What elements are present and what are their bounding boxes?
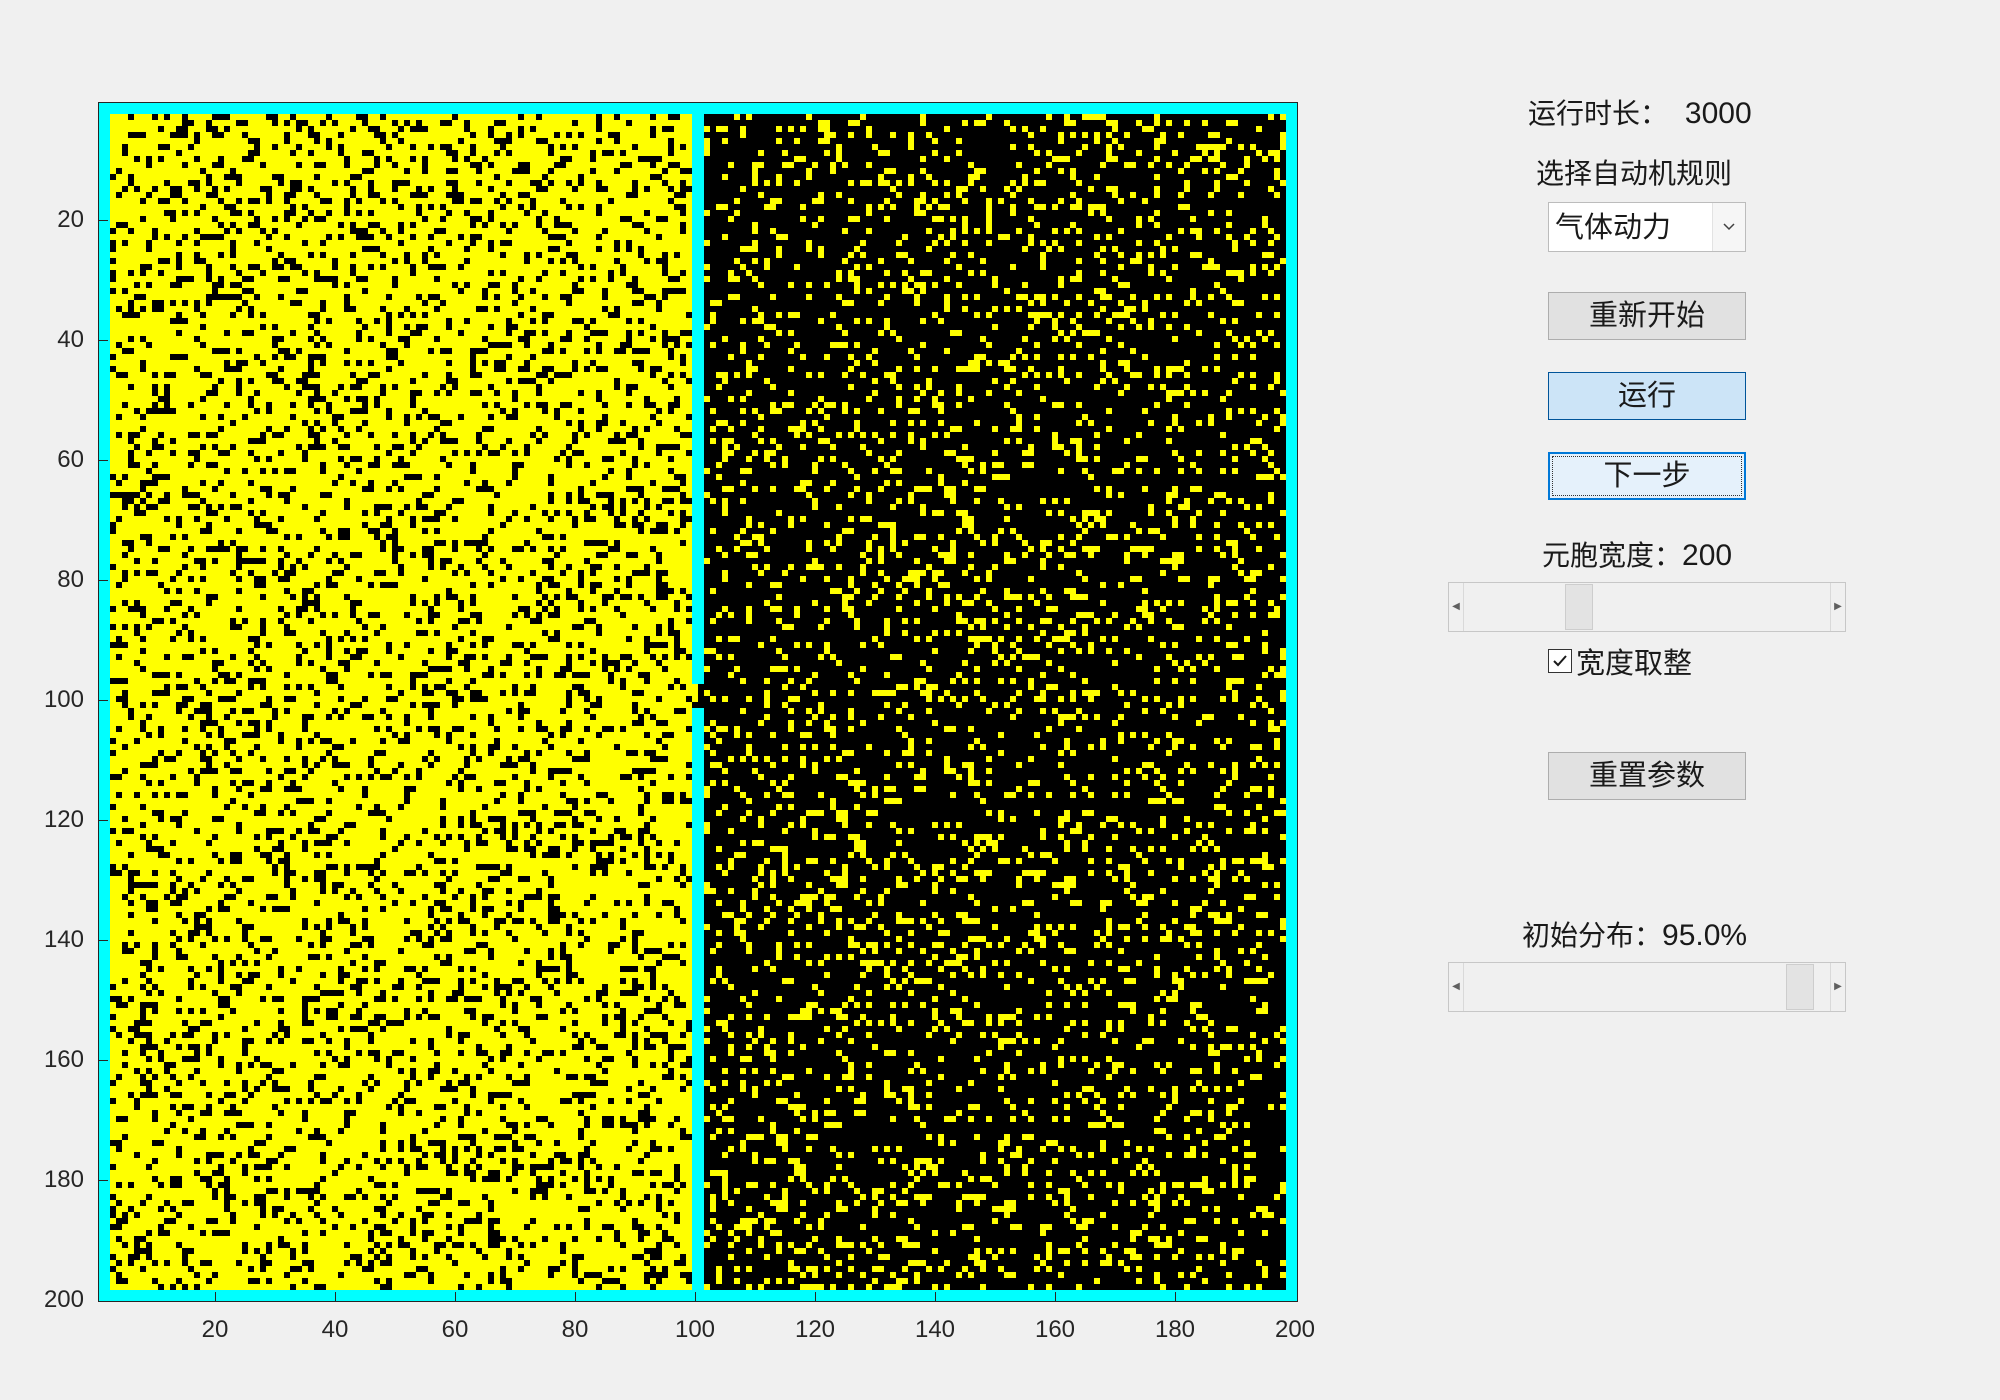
rule-label: 选择自动机规则 — [1536, 157, 1733, 190]
y-tick-mark — [98, 940, 108, 941]
initial-distribution-slider-thumb[interactable] — [1786, 964, 1814, 1010]
run-button[interactable]: 运行 — [1548, 372, 1746, 420]
chevron-down-icon[interactable] — [1712, 203, 1745, 251]
round-width-label: 宽度取整 — [1576, 646, 1693, 680]
y-tick-mark — [98, 580, 108, 581]
slider-left-arrow-icon[interactable]: ◀ — [1449, 583, 1464, 631]
y-tick-label: 40 — [57, 326, 84, 353]
x-tick-label: 20 — [201, 1316, 229, 1343]
cellular-automaton-grid — [98, 102, 1298, 1302]
run-time-value: 3000 — [1684, 97, 1752, 130]
y-tick-label: 140 — [43, 926, 84, 953]
x-tick-mark — [1175, 1292, 1176, 1302]
x-tick-mark — [335, 1292, 336, 1302]
cell-width-value: 200 — [1682, 539, 1733, 572]
x-tick-mark — [1055, 1292, 1056, 1302]
x-tick-label: 60 — [441, 1316, 469, 1343]
initial-distribution-display: 初始分布：95.0% — [1522, 914, 1747, 954]
next-step-button[interactable]: 下一步 — [1548, 452, 1746, 500]
x-tick-mark — [815, 1292, 816, 1302]
initial-distribution-value: 95.0% — [1662, 919, 1748, 952]
x-tick-mark — [575, 1292, 576, 1302]
x-tick-mark — [455, 1292, 456, 1302]
rule-dropdown[interactable]: 气体动力 — [1548, 202, 1746, 252]
run-time-display: 运行时长： 3000 — [1528, 92, 1752, 132]
x-tick-mark — [695, 1292, 696, 1302]
round-width-checkbox[interactable]: 宽度取整 — [1548, 640, 1692, 680]
reset-params-button[interactable]: 重置参数 — [1548, 752, 1746, 800]
initial-distribution-slider[interactable]: ◀ ▶ — [1448, 962, 1846, 1012]
y-tick-label: 180 — [43, 1166, 84, 1193]
x-tick-label: 140 — [914, 1316, 956, 1343]
y-tick-label: 20 — [57, 206, 84, 233]
x-tick-mark — [215, 1292, 216, 1302]
slider-right-arrow-icon[interactable]: ▶ — [1830, 583, 1845, 631]
y-tick-label: 60 — [57, 446, 84, 473]
cell-width-slider-thumb[interactable] — [1565, 584, 1593, 630]
x-tick-mark — [935, 1292, 936, 1302]
y-tick-label: 200 — [43, 1286, 84, 1313]
rule-dropdown-value: 气体动力 — [1555, 210, 1672, 244]
restart-button[interactable]: 重新开始 — [1548, 292, 1746, 340]
x-tick-label: 180 — [1154, 1316, 1196, 1343]
cell-width-label: 元胞宽度： — [1542, 539, 1683, 572]
x-tick-label: 100 — [674, 1316, 716, 1343]
x-tick-label: 200 — [1274, 1316, 1316, 1343]
x-tick-label: 160 — [1034, 1316, 1076, 1343]
y-tick-mark — [98, 1180, 108, 1181]
y-tick-mark — [98, 460, 108, 461]
cell-width-slider[interactable]: ◀ ▶ — [1448, 582, 1846, 632]
x-tick-label: 40 — [321, 1316, 349, 1343]
slider-left-arrow-icon[interactable]: ◀ — [1449, 963, 1464, 1011]
slider-right-arrow-icon[interactable]: ▶ — [1830, 963, 1845, 1011]
x-tick-label: 80 — [561, 1316, 589, 1343]
y-tick-mark — [98, 820, 108, 821]
cell-width-display: 元胞宽度：200 — [1542, 534, 1732, 574]
y-tick-mark — [98, 220, 108, 221]
run-time-label: 运行时长： — [1528, 97, 1669, 130]
y-tick-mark — [98, 340, 108, 341]
y-tick-label: 120 — [43, 806, 84, 833]
y-tick-label: 80 — [57, 566, 84, 593]
y-tick-mark — [98, 1060, 108, 1061]
y-tick-label: 100 — [43, 686, 84, 713]
checkbox-icon[interactable] — [1548, 649, 1572, 673]
initial-distribution-label: 初始分布： — [1522, 919, 1663, 952]
y-tick-mark — [98, 700, 108, 701]
x-tick-label: 120 — [794, 1316, 836, 1343]
y-tick-label: 160 — [43, 1046, 84, 1073]
